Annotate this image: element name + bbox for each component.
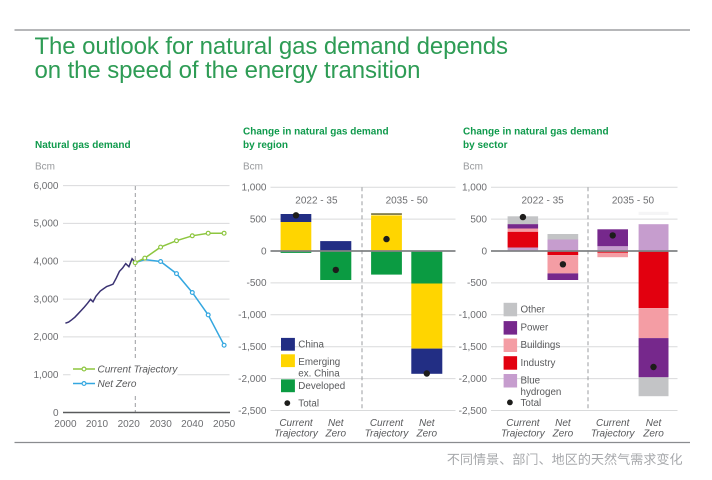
svg-text:-500: -500 xyxy=(467,278,487,289)
svg-text:2010: 2010 xyxy=(86,419,109,430)
svg-text:Current: Current xyxy=(596,418,631,429)
svg-text:500: 500 xyxy=(250,214,267,225)
svg-text:4,000: 4,000 xyxy=(33,257,58,268)
svg-text:Natural gas demand: Natural gas demand xyxy=(35,140,131,151)
svg-text:Power: Power xyxy=(521,323,550,334)
svg-text:2022 - 35: 2022 - 35 xyxy=(295,196,338,207)
svg-text:Total: Total xyxy=(521,398,542,409)
svg-text:6,000: 6,000 xyxy=(33,181,58,192)
svg-text:Current Trajectory: Current Trajectory xyxy=(98,364,179,375)
svg-text:500: 500 xyxy=(470,214,487,225)
svg-text:-2,000: -2,000 xyxy=(459,374,488,385)
svg-text:Total: Total xyxy=(298,398,319,409)
svg-text:1,000: 1,000 xyxy=(462,183,487,194)
svg-text:-2,500: -2,500 xyxy=(238,406,267,417)
svg-text:Net: Net xyxy=(646,418,663,429)
svg-text:Buildings: Buildings xyxy=(521,340,561,351)
svg-text:Zero: Zero xyxy=(325,429,347,440)
svg-text:Trajectory: Trajectory xyxy=(501,429,546,440)
svg-text:-2,000: -2,000 xyxy=(238,374,267,385)
svg-text:Net: Net xyxy=(328,418,345,429)
svg-text:0: 0 xyxy=(53,408,59,419)
svg-text:Blue: Blue xyxy=(521,376,541,387)
svg-text:Net: Net xyxy=(555,418,572,429)
svg-text:The outlook for natural gas de: The outlook for natural gas demand depen… xyxy=(35,33,509,60)
svg-text:2040: 2040 xyxy=(181,419,204,430)
svg-text:by region: by region xyxy=(243,140,288,151)
svg-text:by sector: by sector xyxy=(463,140,508,151)
svg-text:Current: Current xyxy=(370,418,405,429)
svg-text:3,000: 3,000 xyxy=(33,294,58,305)
svg-text:2022 - 35: 2022 - 35 xyxy=(521,196,564,207)
svg-text:2000: 2000 xyxy=(54,419,77,430)
svg-text:-1,500: -1,500 xyxy=(238,342,267,353)
svg-text:Bcm: Bcm xyxy=(243,162,263,173)
svg-text:2035 - 50: 2035 - 50 xyxy=(386,196,429,207)
svg-text:1,000: 1,000 xyxy=(241,183,266,194)
svg-text:Other: Other xyxy=(521,304,546,315)
svg-text:on the speed of the energy tra: on the speed of the energy transition xyxy=(35,57,421,84)
svg-text:-2,500: -2,500 xyxy=(459,406,488,417)
svg-text:Trajectory: Trajectory xyxy=(274,429,319,440)
svg-text:Net Zero: Net Zero xyxy=(98,379,137,390)
svg-text:2030: 2030 xyxy=(150,419,173,430)
svg-text:-1,000: -1,000 xyxy=(238,310,267,321)
svg-text:2050: 2050 xyxy=(213,419,236,430)
svg-text:-500: -500 xyxy=(246,278,266,289)
svg-text:hydrogen: hydrogen xyxy=(521,387,562,398)
svg-text:Current: Current xyxy=(506,418,541,429)
svg-text:Trajectory: Trajectory xyxy=(365,429,410,440)
svg-text:Bcm: Bcm xyxy=(35,162,55,173)
svg-text:2020: 2020 xyxy=(118,419,141,430)
svg-text:Zero: Zero xyxy=(552,429,574,440)
svg-text:Net: Net xyxy=(419,418,436,429)
svg-text:Industry: Industry xyxy=(521,358,556,369)
svg-text:Change in natural gas demand: Change in natural gas demand xyxy=(243,127,389,138)
svg-text:Current: Current xyxy=(279,418,314,429)
svg-text:Zero: Zero xyxy=(416,429,438,440)
svg-text:Zero: Zero xyxy=(642,429,664,440)
svg-text:China: China xyxy=(298,339,324,350)
svg-text:Change in natural gas demand: Change in natural gas demand xyxy=(463,127,609,138)
svg-text:5,000: 5,000 xyxy=(33,219,58,230)
svg-text:2,000: 2,000 xyxy=(33,332,58,343)
svg-text:2035 - 50: 2035 - 50 xyxy=(612,196,655,207)
svg-text:Trajectory: Trajectory xyxy=(591,429,636,440)
svg-text:-1,500: -1,500 xyxy=(459,342,488,353)
svg-text:0: 0 xyxy=(481,246,487,257)
svg-text:1,000: 1,000 xyxy=(33,370,58,381)
svg-text:0: 0 xyxy=(261,246,267,257)
svg-text:Emerging: Emerging xyxy=(298,357,340,368)
svg-text:Bcm: Bcm xyxy=(463,162,483,173)
svg-text:ex. China: ex. China xyxy=(298,369,340,380)
svg-text:Developed: Developed xyxy=(298,381,345,392)
svg-text:-1,000: -1,000 xyxy=(459,310,488,321)
